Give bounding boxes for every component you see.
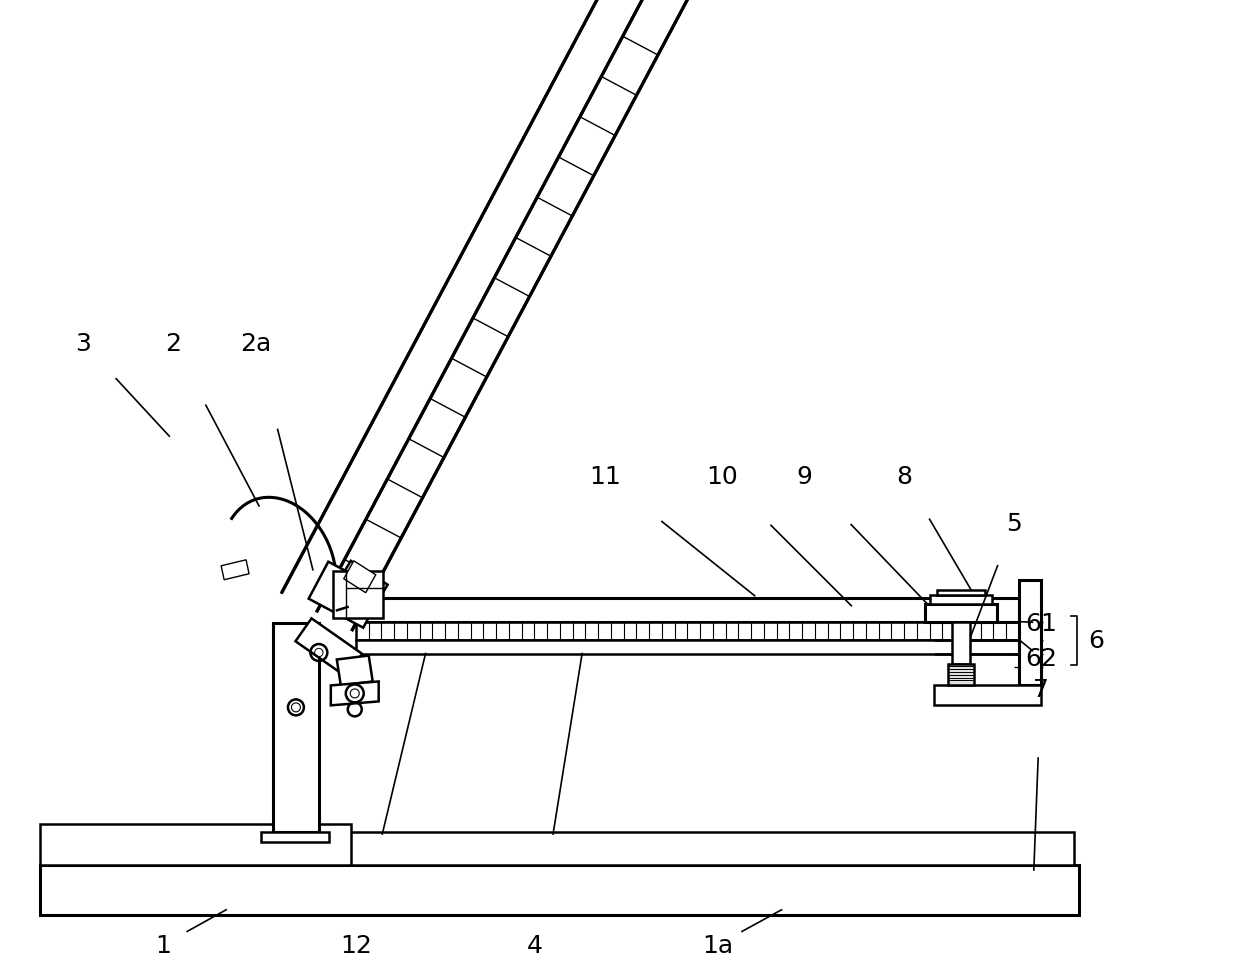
Text: 4: 4 <box>527 933 543 956</box>
Text: 5: 5 <box>1006 511 1022 535</box>
Text: 6: 6 <box>1089 628 1105 652</box>
Text: 2a: 2a <box>241 333 272 356</box>
Bar <box>273 623 319 832</box>
Bar <box>952 622 970 664</box>
Polygon shape <box>337 656 373 686</box>
Bar <box>925 604 997 622</box>
Bar <box>930 595 992 604</box>
Bar <box>40 866 1079 914</box>
Text: 1: 1 <box>155 933 171 956</box>
Text: 12: 12 <box>340 933 372 956</box>
Text: 61: 61 <box>1025 611 1056 635</box>
Bar <box>356 622 1019 640</box>
Text: 1a: 1a <box>702 933 733 956</box>
Text: 2: 2 <box>165 333 181 356</box>
Polygon shape <box>332 571 383 618</box>
Polygon shape <box>221 560 249 580</box>
Text: 10: 10 <box>706 465 738 489</box>
Text: 11: 11 <box>589 465 621 489</box>
Polygon shape <box>281 0 688 632</box>
Bar <box>40 824 351 866</box>
Text: 9: 9 <box>796 465 812 489</box>
Bar <box>45 832 1074 866</box>
Polygon shape <box>337 561 388 608</box>
Text: 3: 3 <box>76 333 92 356</box>
Text: 62: 62 <box>1024 645 1056 670</box>
Polygon shape <box>309 562 383 628</box>
Polygon shape <box>295 619 362 677</box>
Bar <box>1019 580 1040 686</box>
Bar <box>937 590 985 595</box>
Polygon shape <box>343 561 376 593</box>
Polygon shape <box>331 682 378 706</box>
Text: 8: 8 <box>897 465 913 489</box>
Bar <box>934 686 1040 706</box>
Bar <box>356 599 1019 622</box>
Text: 7: 7 <box>1033 678 1049 701</box>
Bar <box>356 640 1019 654</box>
Bar <box>262 832 329 842</box>
Bar <box>949 664 973 686</box>
